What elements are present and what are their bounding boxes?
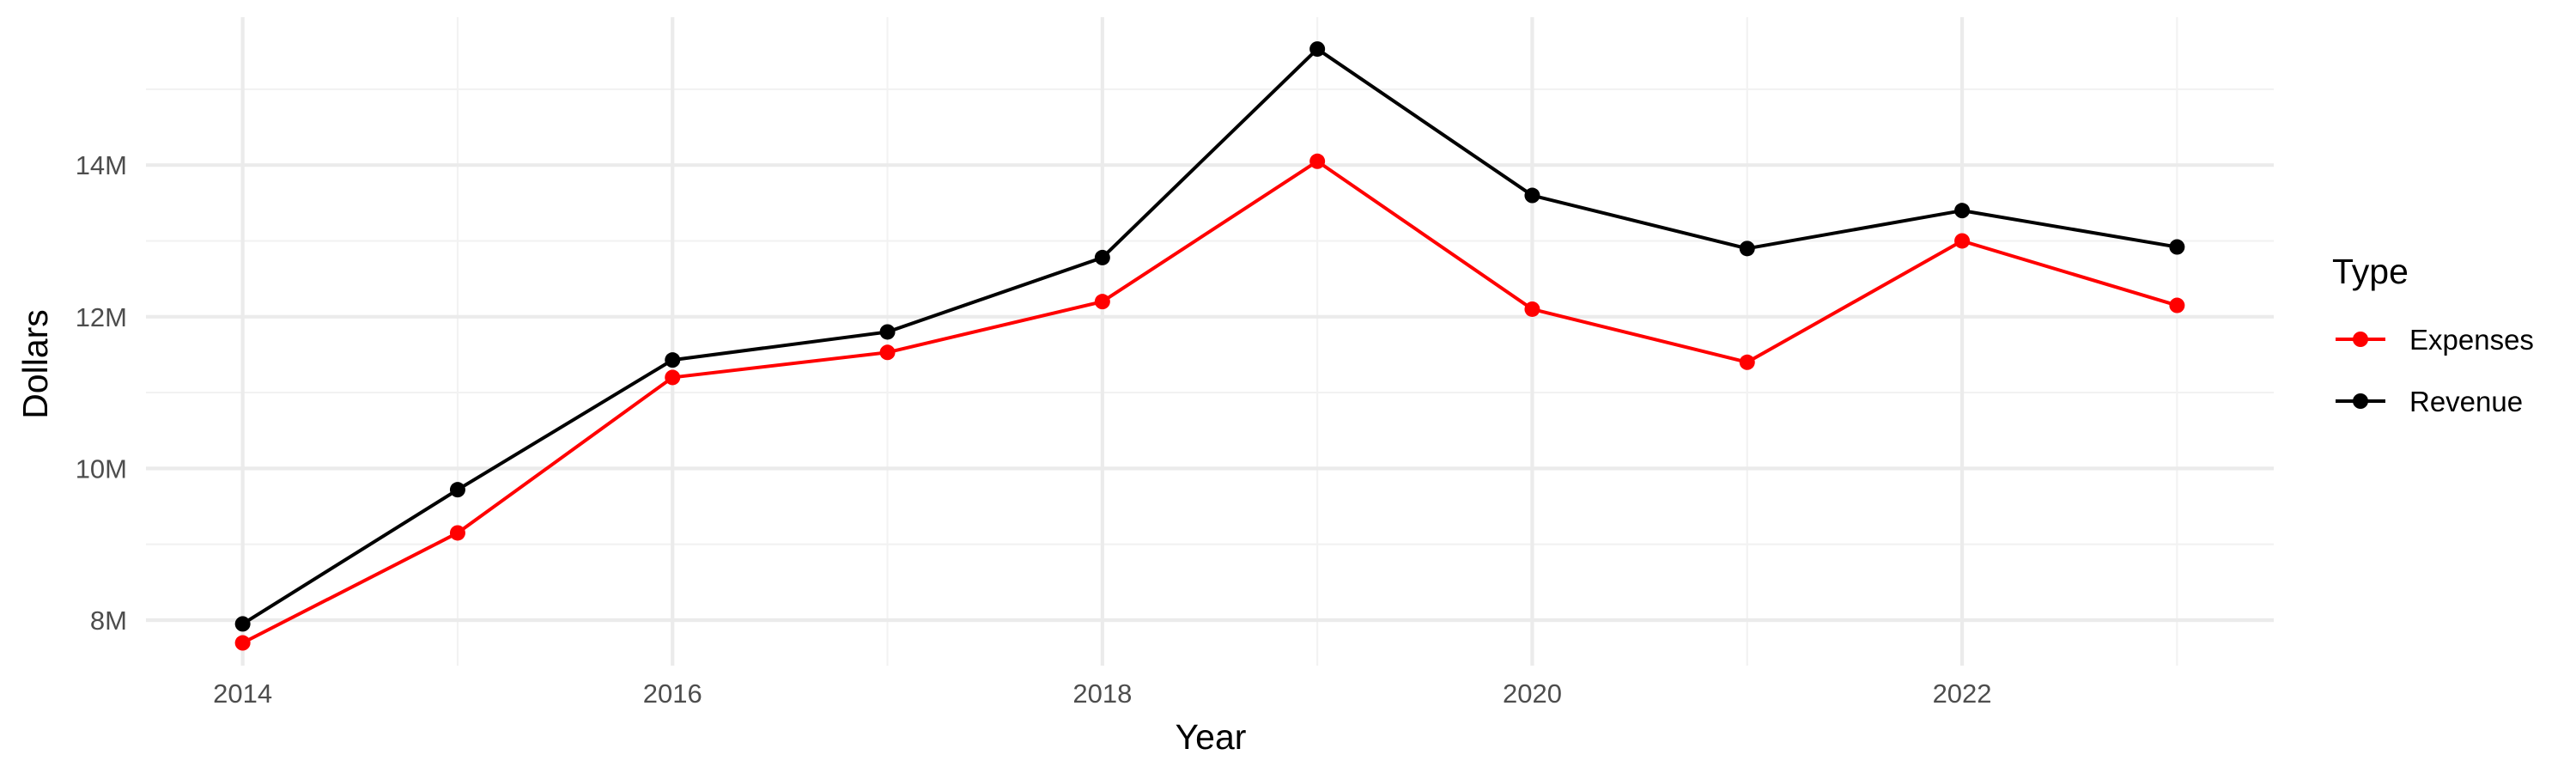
expenses-data-point xyxy=(879,344,896,361)
expenses-data-point xyxy=(1524,301,1540,317)
revenue-data-point xyxy=(665,352,681,368)
x-tick-label: 2022 xyxy=(1933,679,1992,709)
revenue-legend-label: Revenue xyxy=(2409,386,2523,417)
y-axis-title: Dollars xyxy=(15,309,55,419)
revenue-data-point xyxy=(2169,239,2185,255)
minor-gridlines xyxy=(146,17,2274,666)
expenses-legend-label: Expenses xyxy=(2409,324,2534,356)
expenses-legend-marker xyxy=(2353,332,2368,347)
x-tick-label: 2018 xyxy=(1072,679,1132,709)
x-axis-title: Year xyxy=(1176,717,1247,757)
revenue-data-point xyxy=(1094,249,1110,265)
legend-items: Expenses Revenue xyxy=(2336,324,2534,417)
legend-title: Type xyxy=(2332,252,2409,291)
y-axis-tick-labels: 8M 10M 12M 14M xyxy=(76,150,127,636)
revenue-data-point xyxy=(1954,203,1971,219)
revenue-data-point xyxy=(449,482,465,498)
x-tick-label: 2014 xyxy=(213,679,272,709)
revenue-data-point xyxy=(879,324,896,340)
expenses-data-point xyxy=(1739,354,1755,370)
x-tick-label: 2016 xyxy=(643,679,702,709)
y-tick-label: 10M xyxy=(76,453,127,484)
data-points xyxy=(234,41,2185,651)
x-tick-label: 2020 xyxy=(1503,679,1562,709)
y-tick-label: 14M xyxy=(76,150,127,180)
expenses-data-point xyxy=(1094,294,1110,310)
revenue-data-point xyxy=(1739,240,1755,257)
revenue-data-point xyxy=(234,616,251,632)
legend: Type Expenses Revenue xyxy=(2332,252,2534,417)
expenses-series-line xyxy=(240,159,2179,645)
revenue-data-point xyxy=(1309,41,1326,58)
y-tick-label: 8M xyxy=(90,606,127,636)
expenses-data-point xyxy=(665,369,681,386)
revenue-series-line xyxy=(240,47,2179,626)
expenses-data-point xyxy=(1309,153,1326,169)
revenue-legend-marker xyxy=(2353,393,2368,409)
major-gridlines xyxy=(146,17,2274,666)
expenses-data-point xyxy=(449,525,465,541)
revenue-data-point xyxy=(1524,187,1540,204)
series-lines xyxy=(240,47,2179,645)
y-tick-label: 12M xyxy=(76,302,127,332)
expenses-data-point xyxy=(1954,233,1971,249)
x-axis-tick-labels: 2014 2016 2018 2020 2022 xyxy=(213,679,1991,709)
expenses-data-point xyxy=(234,635,251,651)
expenses-data-point xyxy=(2169,297,2185,313)
